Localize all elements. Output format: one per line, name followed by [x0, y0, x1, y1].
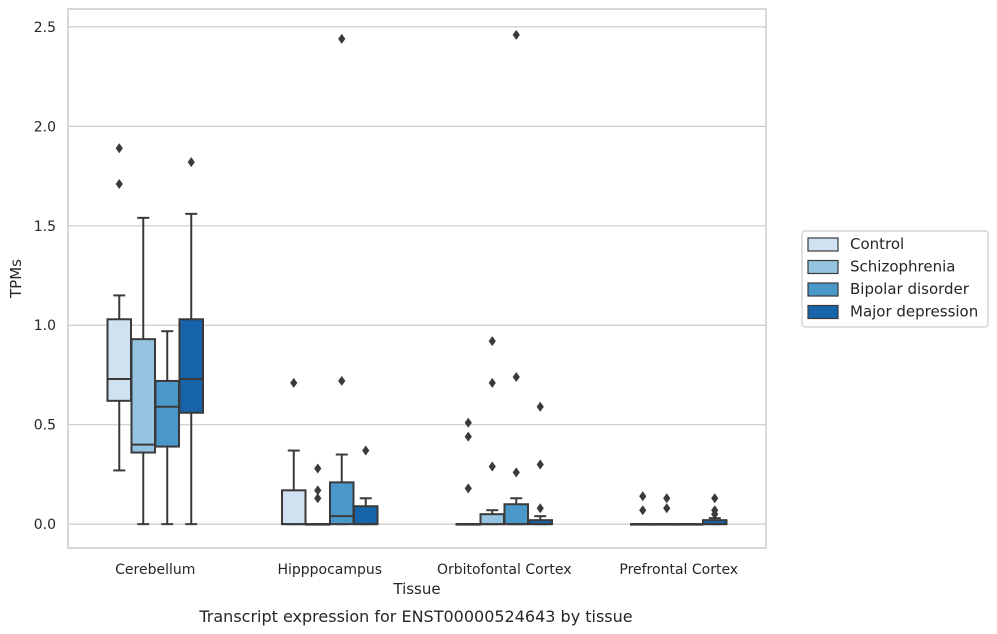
box-body	[352, 505, 379, 526]
outlier-point	[536, 401, 544, 412]
box-plot-boxes	[106, 29, 728, 526]
box-body	[328, 481, 355, 526]
box-major-depression-3	[701, 493, 728, 526]
outlier-point	[314, 493, 322, 504]
box-major-depression-0	[178, 157, 204, 526]
box-control-1	[281, 377, 307, 526]
x-tick-label: Prefrontal Cortex	[619, 562, 738, 578]
legend-frame	[801, 230, 989, 328]
legend: Control Schizophrenia Bipolar disorder Majo…	[801, 230, 989, 328]
x-axis-label: Tissue	[392, 580, 440, 598]
box-body	[178, 318, 204, 414]
outlier-point	[464, 483, 472, 494]
outlier-point	[338, 33, 346, 44]
outlier-point	[314, 485, 322, 496]
outlier-point	[536, 459, 544, 470]
x-tick-label: Cerebellum	[115, 562, 195, 578]
outlier-point	[512, 467, 520, 478]
y-tick-label: 1.0	[34, 318, 56, 334]
y-tick-label: 0.0	[34, 517, 56, 533]
outlier-point	[187, 157, 195, 168]
figure-caption: Transcript expression for ENST0000052464…	[198, 607, 632, 626]
plot-frame	[67, 8, 767, 549]
legend-label: Major depression	[850, 303, 978, 321]
outlier-point	[512, 29, 520, 40]
y-tick-label: 2.5	[34, 20, 56, 36]
outlier-point	[711, 493, 719, 504]
box-body	[281, 489, 307, 526]
x-tick-label: Hipppocampus	[277, 562, 382, 578]
box-bipolar-disorder-0	[154, 330, 181, 526]
box-control-3	[630, 491, 656, 526]
box-major-depression-1	[352, 445, 379, 526]
outlier-point	[536, 503, 544, 514]
y-tick-label: 0.5	[34, 418, 56, 434]
outlier-point	[639, 491, 647, 502]
y-axis-ticks: 0.0 0.5 1.0 1.5 2.0 2.5	[34, 20, 56, 533]
outlier-point	[362, 445, 370, 456]
box-schizophrenia-3	[653, 493, 680, 526]
outlier-point	[711, 505, 719, 516]
box-body	[503, 503, 530, 526]
outlier-point	[338, 375, 346, 386]
box-control-0	[106, 143, 133, 472]
outlier-point	[663, 503, 671, 514]
box-body	[154, 379, 181, 448]
outlier-point	[488, 336, 496, 347]
x-tick-label: Orbitofontal Cortex	[437, 562, 572, 578]
box-bipolar-disorder-1	[328, 33, 355, 526]
box-bipolar-disorder-3	[677, 523, 704, 526]
y-axis-label: TPMs	[7, 259, 25, 299]
x-axis-ticks: Cerebellum Hipppocampus Orbitofontal Corte…	[115, 562, 738, 578]
box-body	[479, 513, 506, 526]
outlier-point	[314, 463, 322, 474]
outlier-point	[512, 371, 520, 382]
y-tick-label: 2.0	[34, 119, 56, 135]
box-major-depression-2	[527, 401, 553, 526]
outlier-point	[115, 179, 123, 190]
outlier-point	[290, 377, 298, 388]
box-schizophrenia-2	[479, 336, 506, 526]
outlier-point	[488, 377, 496, 388]
box-schizophrenia-1	[304, 463, 331, 526]
grid-lines	[68, 26, 766, 525]
outlier-point	[464, 417, 472, 428]
legend-swatch	[807, 237, 839, 252]
box-control-2	[455, 417, 482, 526]
legend-label: Bipolar disorder	[850, 280, 970, 298]
legend-label: Control	[850, 235, 904, 253]
legend-swatch	[807, 304, 839, 320]
box-schizophrenia-0	[130, 216, 157, 526]
box-body	[106, 318, 133, 402]
outlier-point	[115, 143, 123, 154]
outlier-point	[639, 505, 647, 516]
y-tick-label: 1.5	[34, 219, 56, 235]
outlier-point	[663, 493, 671, 504]
legend-swatch	[807, 282, 839, 297]
legend-label: Schizophrenia	[850, 258, 955, 276]
box-bipolar-disorder-2	[503, 29, 530, 526]
box-body	[130, 338, 157, 454]
outlier-point	[464, 431, 472, 442]
outlier-point	[488, 461, 496, 472]
legend-swatch	[807, 259, 839, 275]
